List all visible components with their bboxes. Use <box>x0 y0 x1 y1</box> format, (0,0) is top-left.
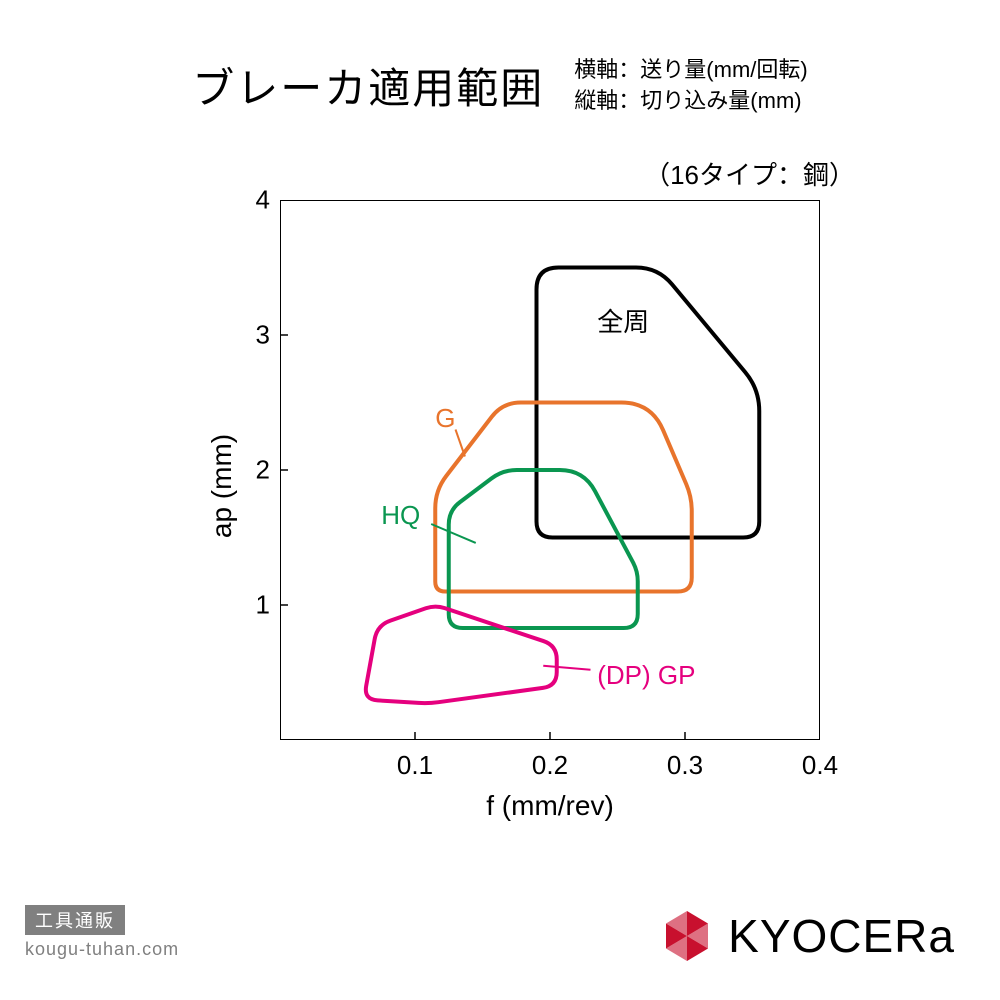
x-tick-label: 0.1 <box>397 750 433 781</box>
region-g <box>435 403 692 592</box>
source-badge: 工具通販 <box>25 905 125 935</box>
region-hq <box>449 470 638 628</box>
y-axis-label: ap (mm) <box>206 434 238 538</box>
y-tick-label: 3 <box>256 320 270 351</box>
axis-legend: 横軸：送り量(mm/回転) 縦軸：切り込み量(mm) <box>574 55 807 117</box>
chart-svg <box>280 200 820 740</box>
x-tick-label: 0.3 <box>667 750 703 781</box>
y-tick-label: 1 <box>256 590 270 621</box>
axis-legend-x: 横軸：送り量(mm/回転) <box>574 55 807 86</box>
x-tick-label: 0.4 <box>802 750 838 781</box>
chart-subtitle: （16タイプ：鋼） <box>644 155 855 192</box>
y-tick-label: 4 <box>256 185 270 216</box>
x-axis-ticks: 0.10.20.30.4 <box>280 750 820 780</box>
brand-icon <box>658 907 716 965</box>
region-label-g: G <box>435 403 455 434</box>
region-dp_gp <box>366 607 557 704</box>
chart-title: ブレーカ適用範囲 <box>192 55 544 116</box>
region-label-hq: HQ <box>381 500 420 531</box>
x-axis-label: f (mm/rev) <box>280 790 820 822</box>
axis-legend-y: 縦軸：切り込み量(mm) <box>574 86 807 117</box>
region-label-zenshu: 全周 <box>597 302 649 339</box>
y-tick-label: 2 <box>256 455 270 486</box>
region-label-dp_gp: (DP) GP <box>597 660 695 691</box>
brand-name: KYOCERa <box>728 909 955 963</box>
brand-logo: KYOCERa <box>658 907 955 965</box>
y-axis-ticks: 1234 <box>240 200 270 740</box>
source-url: kougu-tuhan.com <box>25 939 179 960</box>
x-tick-label: 0.2 <box>532 750 568 781</box>
